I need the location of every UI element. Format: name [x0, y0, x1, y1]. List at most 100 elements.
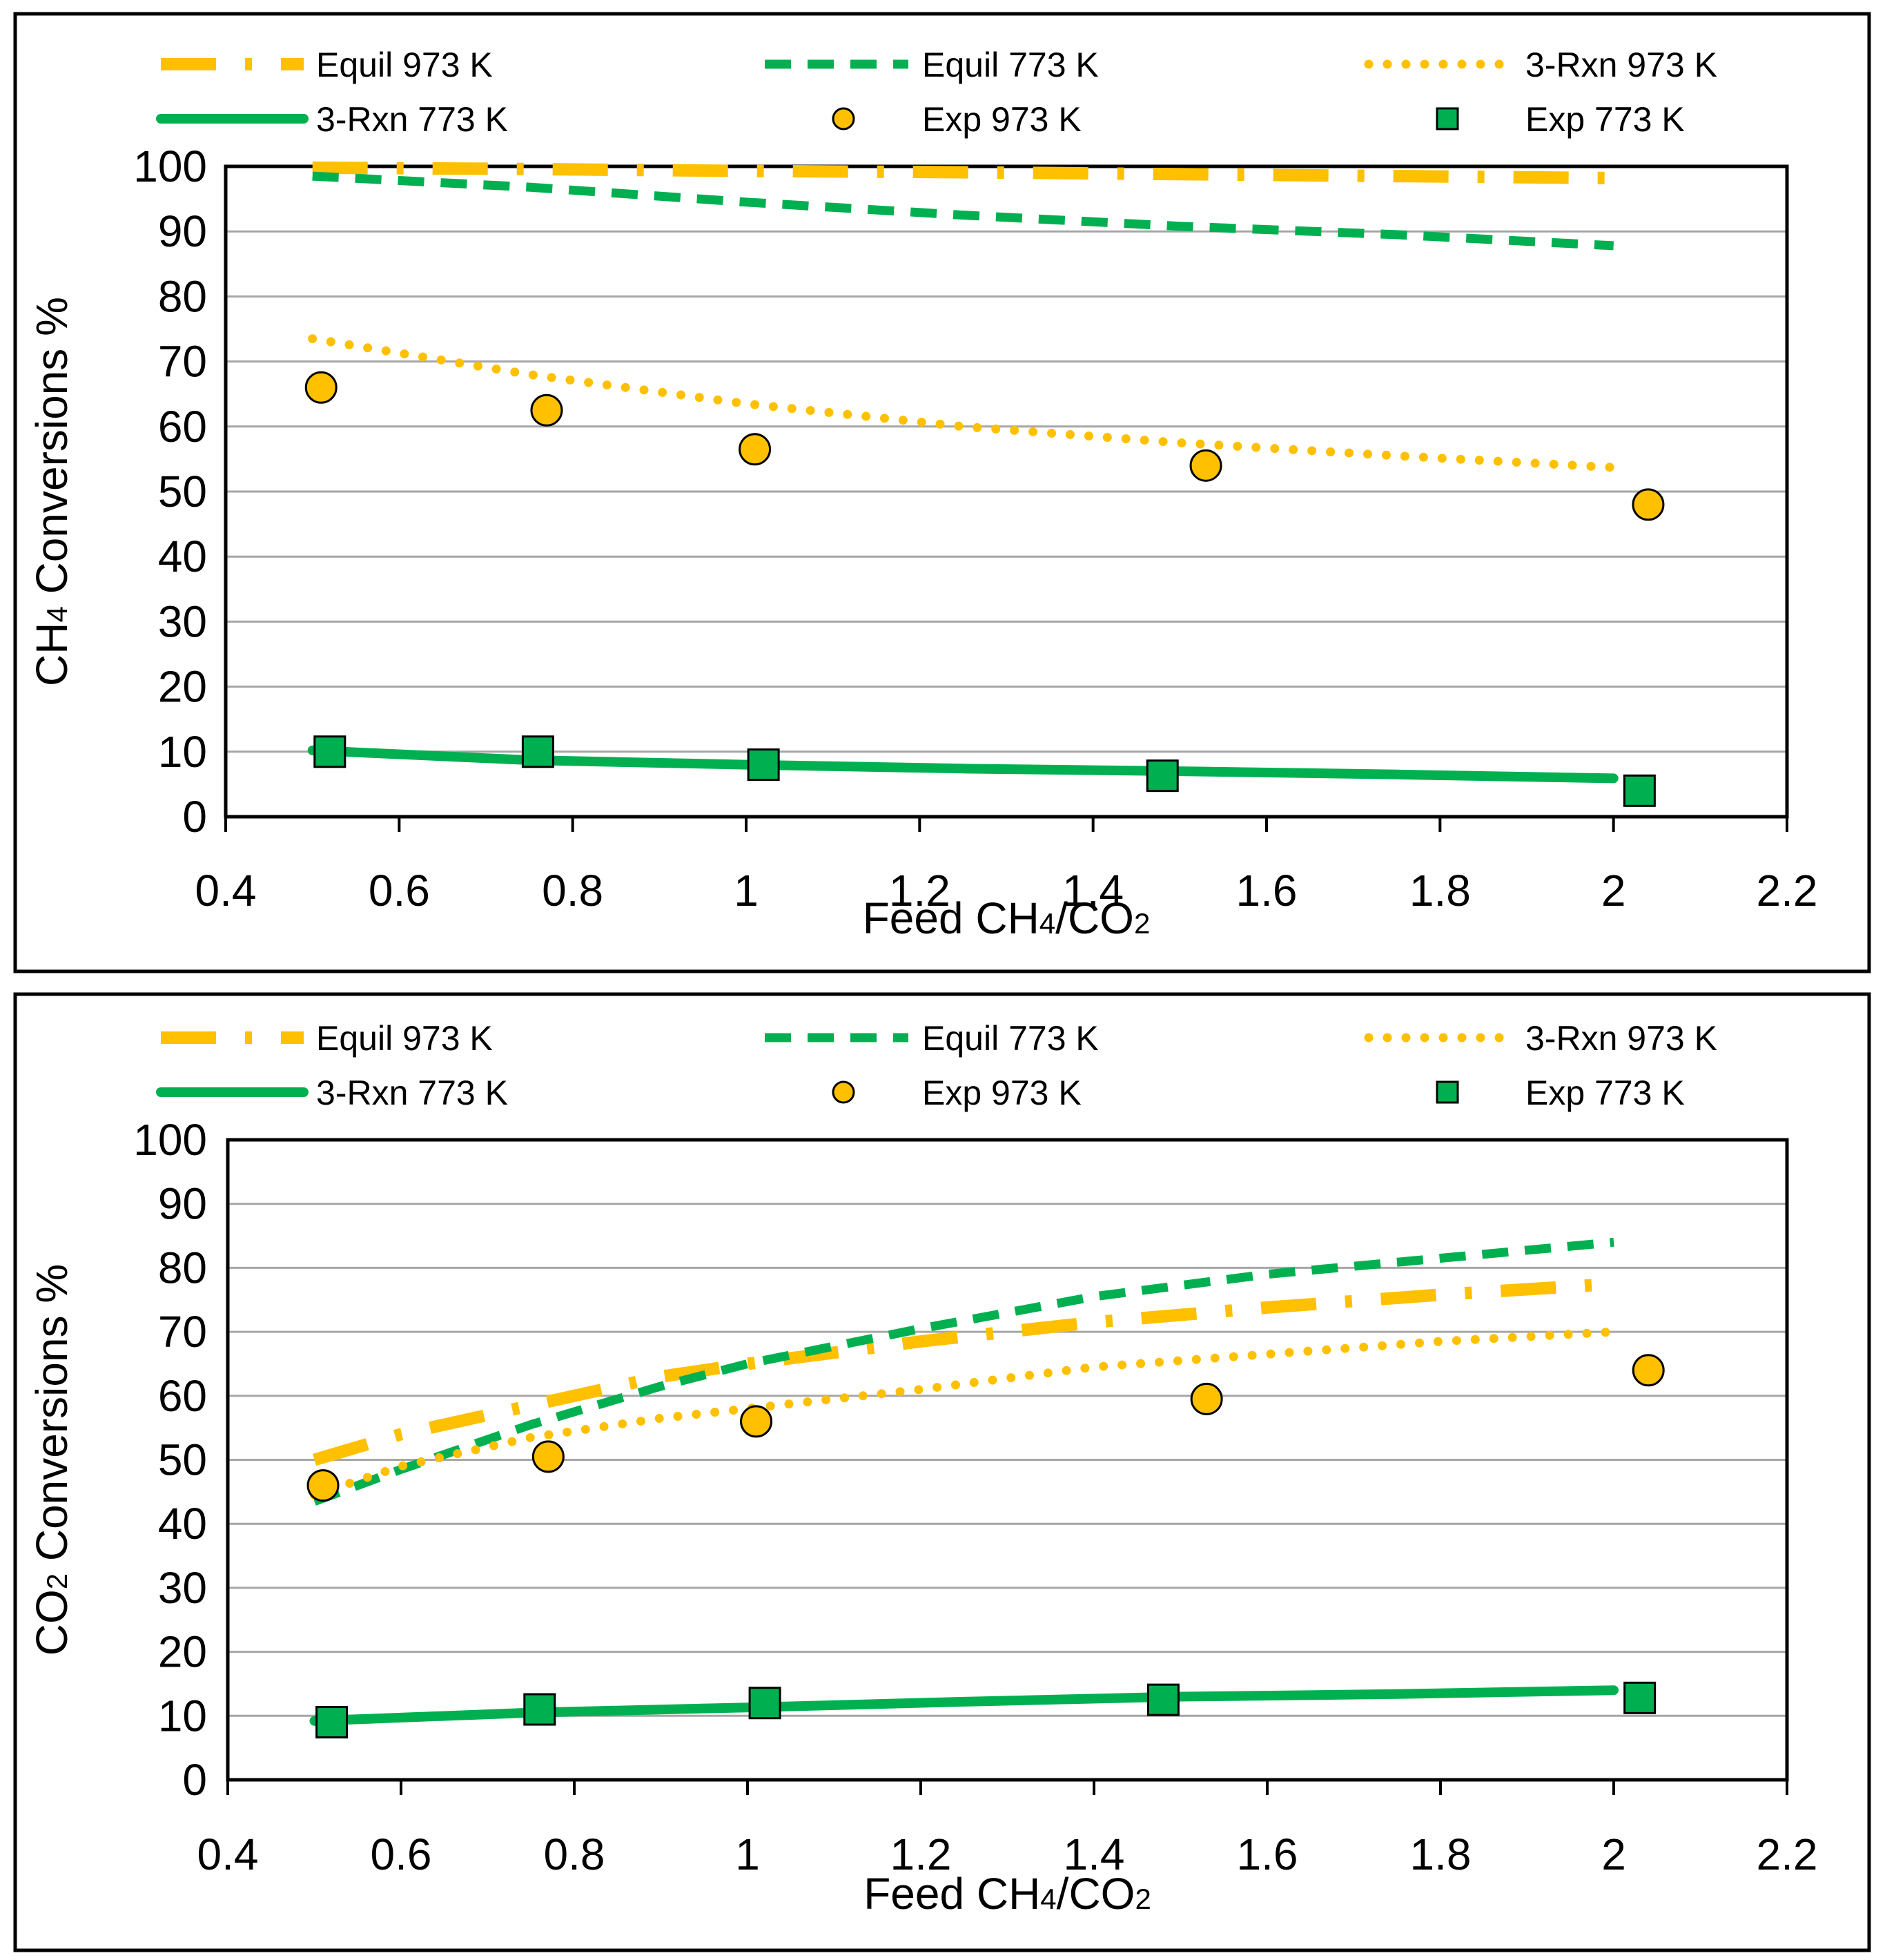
x-tick-label: 2.2 [1757, 1830, 1818, 1879]
y-tick-label: 40 [158, 532, 207, 581]
legend-marker [1436, 107, 1459, 130]
y-tick-label: 100 [133, 1115, 207, 1165]
y-axis-title: CO2 Conversions % [27, 1264, 77, 1656]
y-tick-label: 60 [158, 402, 207, 452]
y-tick-label: 10 [158, 727, 207, 777]
x-tick-label: 2.2 [1757, 866, 1818, 915]
x-tick-label: 1.2 [890, 1830, 952, 1879]
x-tick-label: 0.8 [542, 866, 603, 915]
y-tick-label: 60 [158, 1371, 207, 1421]
y-tick-label: 20 [158, 662, 207, 712]
x-tick-label: 0.4 [195, 866, 257, 915]
data-point [748, 1687, 781, 1720]
y-tick-label: 90 [158, 206, 207, 256]
ch4-conversion-chart: 0 10 20 30 40 50 60 70 80 90 100 0.4 0.6 0.8 1 1.2 1.4 1.… [13, 12, 1871, 973]
y-tick-label: 50 [158, 1435, 207, 1485]
y-tick-label: 10 [158, 1691, 207, 1740]
series-equil-973-k [312, 161, 1614, 184]
subscript: 4 [1039, 907, 1055, 940]
series-exp-773-k [315, 1681, 1657, 1739]
series-line [307, 745, 1619, 784]
x-tick-label: 0.8 [544, 1830, 605, 1879]
label-text: /CO [1055, 893, 1134, 943]
y-tick-label: 0 [182, 792, 207, 842]
y-tick-label: 70 [158, 337, 207, 387]
x-tick-label: 1.8 [1409, 866, 1471, 915]
series-equil-773-k [313, 1237, 1614, 1506]
legend-marker [1436, 1080, 1459, 1104]
y-tick-label: 70 [158, 1307, 207, 1357]
legend-label: 3-Rxn 973 K [1525, 46, 1717, 84]
data-point [306, 1469, 340, 1502]
y-tick-label: 30 [158, 596, 207, 646]
y-tick-label: 80 [158, 271, 207, 321]
chart-frame [13, 12, 1871, 973]
subscript: 2 [1135, 1883, 1151, 1915]
y-tick-label: 40 [158, 1499, 207, 1549]
x-tick-label: 1.2 [889, 866, 950, 915]
y-tick-label: 30 [158, 1563, 207, 1613]
legend-label: Exp 773 K [1525, 1074, 1685, 1112]
legend-entry-3-rxn-773-k: 3-Rxn 773 K [156, 100, 508, 139]
legend-entry-exp-773-k: Exp 773 K [1436, 100, 1685, 139]
subscript: 4 [1040, 1883, 1056, 1915]
series-line [312, 1277, 1614, 1466]
legend-entry-exp-773-k: Exp 773 K [1436, 1074, 1685, 1112]
legend-label: Equil 773 K [922, 46, 1099, 84]
data-point [1623, 774, 1656, 807]
label-text: Conversions % [27, 297, 77, 606]
data-point [531, 1440, 565, 1473]
plot-area [226, 1138, 1789, 1782]
chart-frame [13, 992, 1871, 1952]
legend-marker [832, 1080, 855, 1104]
label-text: Feed CH [863, 1869, 1040, 1919]
legend-label: 3-Rxn 973 K [1525, 1019, 1717, 1058]
data-point [747, 748, 780, 782]
legend-entry-equil-773-k: Equil 773 K [765, 1019, 1099, 1058]
series-exp-773-k [313, 735, 1656, 807]
plot-area [224, 164, 1789, 819]
legend-entry-equil-973-k: Equil 973 K [161, 1019, 493, 1058]
x-tick-label: 1.4 [1062, 866, 1124, 915]
series-exp-973-k [304, 371, 1665, 521]
series-line [308, 334, 1619, 472]
series-line [313, 1237, 1614, 1506]
label-text: CH [27, 623, 77, 686]
data-point [530, 394, 563, 427]
y-tick-label: 50 [158, 467, 207, 516]
label-text: /CO [1057, 1869, 1135, 1919]
series-line [312, 171, 1614, 251]
subscript: 2 [1134, 907, 1150, 940]
x-tick-label: 0.6 [369, 866, 430, 915]
legend-label: Equil 773 K [922, 1019, 1099, 1058]
subscript: 4 [41, 606, 73, 622]
series-exp-973-k [306, 1354, 1665, 1502]
series-3-rxn-973-k [310, 1327, 1619, 1500]
legend-label: Equil 973 K [316, 46, 493, 84]
x-tick-label: 1.4 [1064, 1830, 1125, 1879]
y-tick-label: 80 [158, 1243, 207, 1292]
data-point [1623, 1681, 1657, 1714]
legend-label: 3-Rxn 773 K [316, 1074, 508, 1112]
data-point [740, 1405, 773, 1438]
x-tick-label: 1 [735, 1830, 760, 1879]
legend-entry-exp-973-k: Exp 973 K [832, 1074, 1082, 1112]
x-axis-title: Feed CH4/CO2 [863, 893, 1151, 943]
series-equil-973-k [312, 1277, 1614, 1466]
legend-label: Exp 773 K [1525, 100, 1685, 139]
y-axis-title: CH4 Conversions % [27, 297, 77, 686]
data-point [1146, 1683, 1180, 1716]
series-line [310, 1327, 1619, 1500]
x-tick-label: 2 [1601, 866, 1626, 915]
label-text: CO [27, 1589, 77, 1656]
legend-label: Equil 973 K [316, 1019, 493, 1058]
co2-conversion-chart: 0 10 20 30 40 50 60 70 80 90 100 0.4 0.6 0.8 1 1.2 1.4 1.… [13, 992, 1871, 1952]
x-tick-label: 1.6 [1236, 866, 1298, 915]
y-tick-label: 100 [133, 142, 207, 191]
data-point [523, 1693, 556, 1726]
x-tick-label: 1 [734, 866, 759, 915]
data-point [304, 371, 338, 404]
x-tick-label: 2 [1601, 1830, 1626, 1879]
data-point [313, 735, 346, 768]
